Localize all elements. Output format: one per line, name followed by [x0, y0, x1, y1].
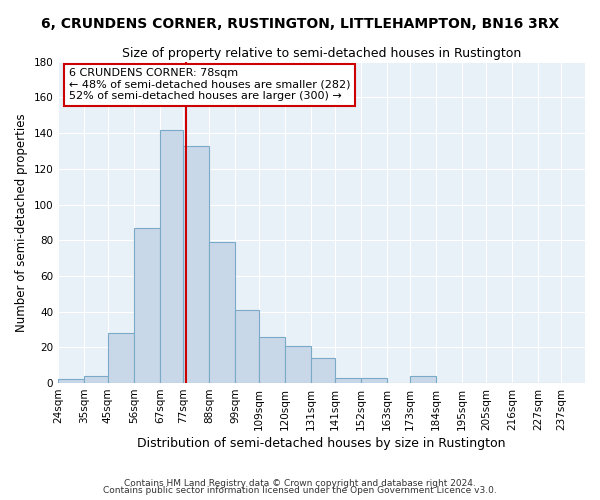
Bar	[410, 376, 436, 383]
Bar	[259, 336, 285, 383]
Bar	[361, 378, 386, 383]
Bar	[160, 130, 184, 383]
Bar	[209, 242, 235, 383]
Bar	[335, 378, 361, 383]
Bar	[84, 376, 108, 383]
Y-axis label: Number of semi-detached properties: Number of semi-detached properties	[15, 113, 28, 332]
Bar	[58, 380, 84, 383]
Title: Size of property relative to semi-detached houses in Rustington: Size of property relative to semi-detach…	[122, 48, 521, 60]
Bar	[311, 358, 335, 383]
Bar	[235, 310, 259, 383]
Bar	[184, 146, 209, 383]
Bar	[108, 333, 134, 383]
X-axis label: Distribution of semi-detached houses by size in Rustington: Distribution of semi-detached houses by …	[137, 437, 506, 450]
Bar	[134, 228, 160, 383]
Bar	[285, 346, 311, 383]
Text: Contains HM Land Registry data © Crown copyright and database right 2024.: Contains HM Land Registry data © Crown c…	[124, 478, 476, 488]
Text: Contains public sector information licensed under the Open Government Licence v3: Contains public sector information licen…	[103, 486, 497, 495]
Text: 6 CRUNDENS CORNER: 78sqm
← 48% of semi-detached houses are smaller (282)
52% of : 6 CRUNDENS CORNER: 78sqm ← 48% of semi-d…	[69, 68, 350, 102]
Text: 6, CRUNDENS CORNER, RUSTINGTON, LITTLEHAMPTON, BN16 3RX: 6, CRUNDENS CORNER, RUSTINGTON, LITTLEHA…	[41, 18, 559, 32]
